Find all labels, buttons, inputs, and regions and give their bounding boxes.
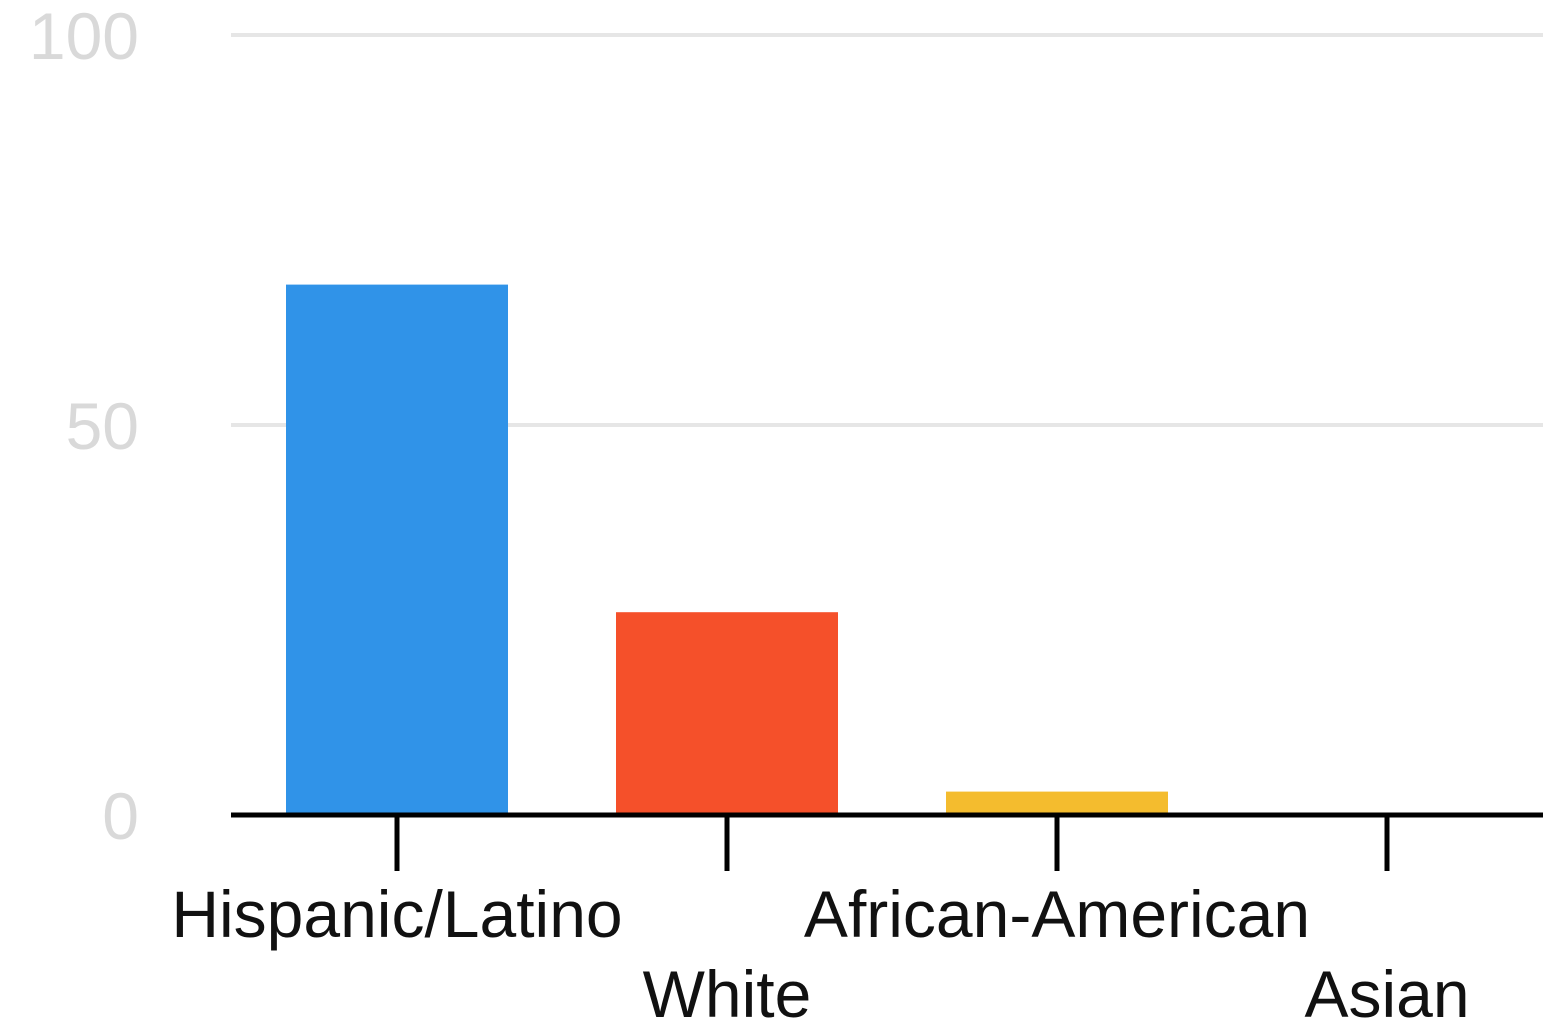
bar-african-american — [946, 791, 1168, 815]
x-axis-category-labels: Hispanic/Latino WhiteAfrican-AmericanAsia… — [171, 877, 1469, 1026]
y-tick-label-0: 0 — [102, 779, 139, 853]
y-axis-tick-labels: 0 50 100 — [29, 0, 139, 853]
y-tick-label-100: 100 — [29, 0, 139, 73]
x-category-label-african-american: African-American — [804, 877, 1310, 951]
x-category-label-asian: Asian — [1304, 957, 1469, 1021]
bar-hispanic-latino — [286, 284, 508, 816]
bar-white — [616, 612, 838, 815]
x-category-label-white: White — [643, 957, 812, 1021]
bars — [286, 284, 1168, 816]
y-tick-label-50: 50 — [66, 389, 139, 463]
x-category-label-hispanic-latino: Hispanic/Latino — [171, 877, 622, 951]
x-axis — [231, 812, 1543, 871]
